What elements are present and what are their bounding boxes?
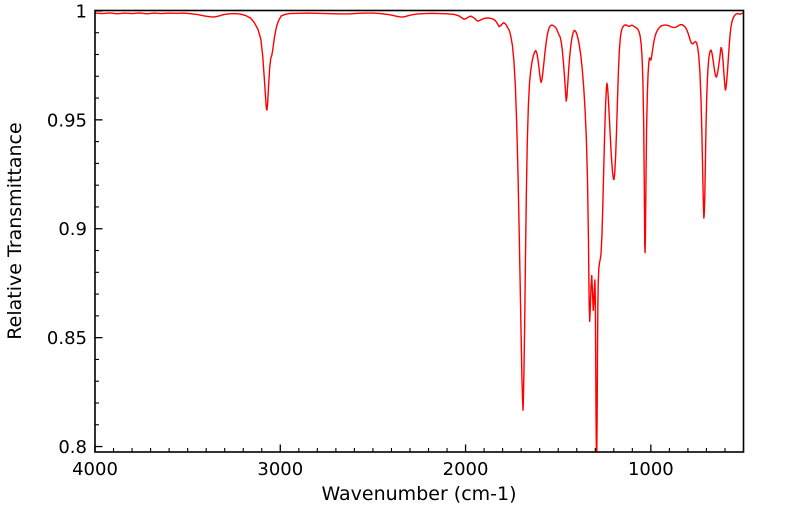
- plot-frame: [94, 9, 745, 453]
- x-tick-label: 2000: [443, 459, 489, 480]
- y-axis-label: Relative Transmittance: [4, 122, 26, 339]
- y-tick-label: 0.8: [58, 437, 87, 458]
- x-tick-label: 1000: [628, 459, 674, 480]
- y-tick-label: 0.95: [47, 110, 87, 131]
- spectrum-line: [95, 12, 744, 452]
- y-tick-label: 0.9: [58, 219, 87, 240]
- y-tick-label: 0.85: [47, 328, 87, 349]
- x-tick-label: 3000: [257, 459, 303, 480]
- y-tick-label: 1: [76, 1, 87, 22]
- x-axis-label: Wavenumber (cm-1): [321, 483, 516, 505]
- x-tick-label: 4000: [72, 459, 118, 480]
